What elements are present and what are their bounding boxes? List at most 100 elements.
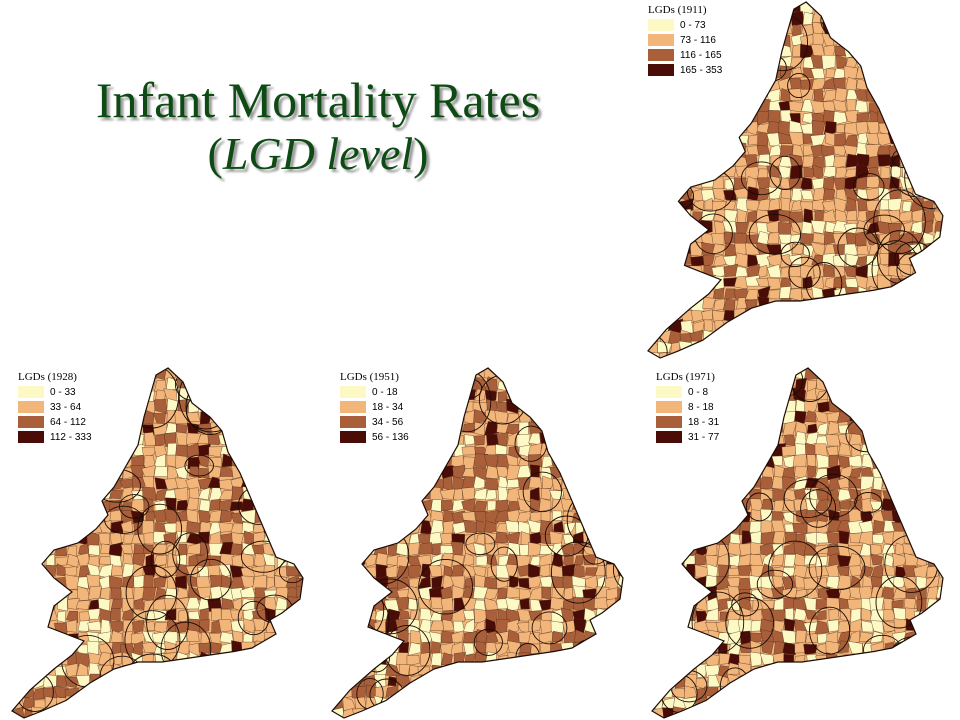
district-area bbox=[727, 696, 742, 711]
district-area bbox=[604, 464, 618, 480]
district-area bbox=[822, 77, 835, 90]
district-area bbox=[741, 675, 753, 687]
district-area bbox=[615, 443, 623, 458]
district-area bbox=[307, 444, 320, 455]
district-area bbox=[550, 652, 566, 667]
district-area bbox=[616, 379, 623, 392]
county-boundary bbox=[921, 405, 943, 456]
district-area bbox=[450, 663, 466, 678]
district-area bbox=[757, 264, 768, 278]
district-area bbox=[409, 368, 422, 381]
district-area bbox=[718, 564, 732, 578]
district-area bbox=[762, 398, 773, 413]
district-area bbox=[332, 443, 343, 456]
district-area bbox=[560, 498, 575, 511]
district-area bbox=[682, 708, 698, 718]
district-area bbox=[461, 674, 477, 690]
district-area bbox=[891, 56, 904, 68]
district-area bbox=[616, 368, 623, 381]
district-area bbox=[790, 318, 803, 334]
legend-1951: LGDs (1951) 0 - 18 18 - 34 34 - 56 56 - 136 bbox=[340, 371, 409, 444]
district-area bbox=[241, 377, 256, 390]
district-area bbox=[332, 597, 345, 611]
district-area bbox=[342, 630, 354, 643]
district-area bbox=[661, 467, 676, 478]
district-area bbox=[780, 197, 791, 212]
district-area bbox=[910, 99, 922, 114]
district-area bbox=[12, 479, 25, 491]
district-area bbox=[661, 621, 677, 632]
district-area bbox=[888, 319, 901, 335]
district-area bbox=[793, 608, 808, 621]
district-area bbox=[299, 510, 303, 524]
district-area bbox=[211, 608, 222, 621]
district-area bbox=[108, 542, 123, 557]
district-area bbox=[814, 620, 830, 635]
district-area bbox=[652, 598, 665, 611]
district-area bbox=[397, 695, 410, 709]
district-area bbox=[829, 379, 841, 389]
district-area bbox=[153, 509, 169, 523]
district-area bbox=[949, 564, 960, 576]
district-area bbox=[895, 400, 907, 414]
district-area bbox=[120, 368, 133, 381]
district-area bbox=[935, 586, 943, 600]
district-area bbox=[89, 673, 102, 688]
district-area bbox=[42, 652, 58, 666]
district-area bbox=[582, 510, 597, 523]
district-area bbox=[859, 631, 873, 642]
district-area bbox=[703, 319, 713, 333]
subtitle-open-paren: ( bbox=[207, 128, 223, 179]
district-area bbox=[678, 276, 694, 290]
district-area bbox=[737, 696, 753, 711]
district-area bbox=[859, 409, 875, 423]
district-area bbox=[920, 320, 934, 334]
district-area bbox=[595, 631, 609, 644]
district-area bbox=[869, 664, 884, 679]
district-area bbox=[683, 453, 698, 469]
district-area bbox=[739, 475, 753, 490]
district-area bbox=[824, 342, 837, 356]
district-area bbox=[910, 341, 926, 355]
district-area bbox=[516, 433, 531, 448]
district-area bbox=[251, 575, 267, 590]
district-area bbox=[869, 697, 884, 711]
district-area bbox=[865, 234, 880, 246]
district-area bbox=[617, 454, 623, 469]
district-area bbox=[813, 343, 824, 356]
district-area bbox=[560, 455, 576, 468]
district-area bbox=[174, 487, 189, 502]
district-area bbox=[119, 696, 134, 711]
district-area bbox=[573, 688, 586, 700]
county-boundary bbox=[12, 629, 39, 692]
district-area bbox=[727, 410, 740, 425]
district-area bbox=[825, 434, 840, 447]
district-area bbox=[943, 255, 958, 267]
district-area bbox=[473, 435, 485, 446]
district-area bbox=[770, 391, 785, 404]
district-area bbox=[949, 510, 960, 523]
district-area bbox=[660, 586, 676, 602]
legend-item: 0 - 18 bbox=[340, 385, 409, 399]
district-area bbox=[790, 332, 803, 346]
district-area bbox=[938, 675, 943, 688]
district-area bbox=[66, 533, 80, 544]
district-area bbox=[744, 11, 760, 24]
coastline bbox=[11, 367, 304, 719]
district-area bbox=[604, 541, 618, 556]
district-area bbox=[922, 177, 936, 191]
district-area bbox=[950, 366, 960, 381]
district-area bbox=[948, 443, 960, 457]
district-area bbox=[791, 66, 804, 79]
district-area bbox=[549, 697, 565, 711]
district-area bbox=[909, 45, 925, 59]
district-area bbox=[561, 443, 576, 457]
district-area bbox=[56, 530, 69, 546]
district-area bbox=[473, 709, 488, 718]
district-area bbox=[472, 500, 488, 512]
district-area bbox=[430, 510, 444, 522]
district-area bbox=[935, 597, 943, 610]
county-boundary bbox=[800, 489, 837, 528]
district-area bbox=[309, 663, 321, 675]
district-area bbox=[746, 344, 758, 355]
